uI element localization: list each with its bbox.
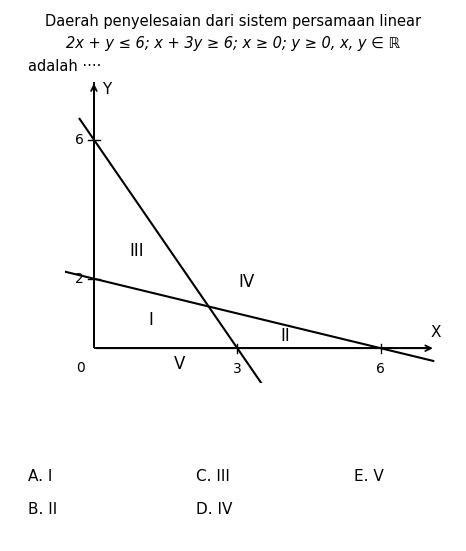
Text: adalah ····: adalah ···· — [28, 59, 101, 74]
Text: 6: 6 — [75, 133, 83, 147]
Text: E. V: E. V — [354, 469, 384, 484]
Text: 3: 3 — [233, 362, 242, 376]
Text: IV: IV — [239, 273, 255, 291]
Text: III: III — [130, 242, 144, 260]
Text: II: II — [280, 327, 290, 345]
Text: Y: Y — [103, 82, 112, 98]
Text: D. IV: D. IV — [196, 502, 232, 517]
Text: 0: 0 — [76, 361, 85, 375]
Text: A. I: A. I — [28, 469, 52, 484]
Text: X: X — [431, 325, 441, 339]
Text: Daerah penyelesaian dari sistem persamaan linear: Daerah penyelesaian dari sistem persamaa… — [45, 14, 421, 29]
Text: I: I — [149, 311, 154, 329]
Text: B. II: B. II — [28, 502, 57, 517]
Text: V: V — [174, 355, 185, 373]
Text: 2x + y ≤ 6; x + 3y ≥ 6; x ≥ 0; y ≥ 0, x, y ∈ ℝ: 2x + y ≤ 6; x + 3y ≥ 6; x ≥ 0; y ≥ 0, x,… — [66, 36, 400, 51]
Text: 2: 2 — [75, 272, 83, 285]
Text: 6: 6 — [376, 362, 385, 376]
Text: C. III: C. III — [196, 469, 230, 484]
